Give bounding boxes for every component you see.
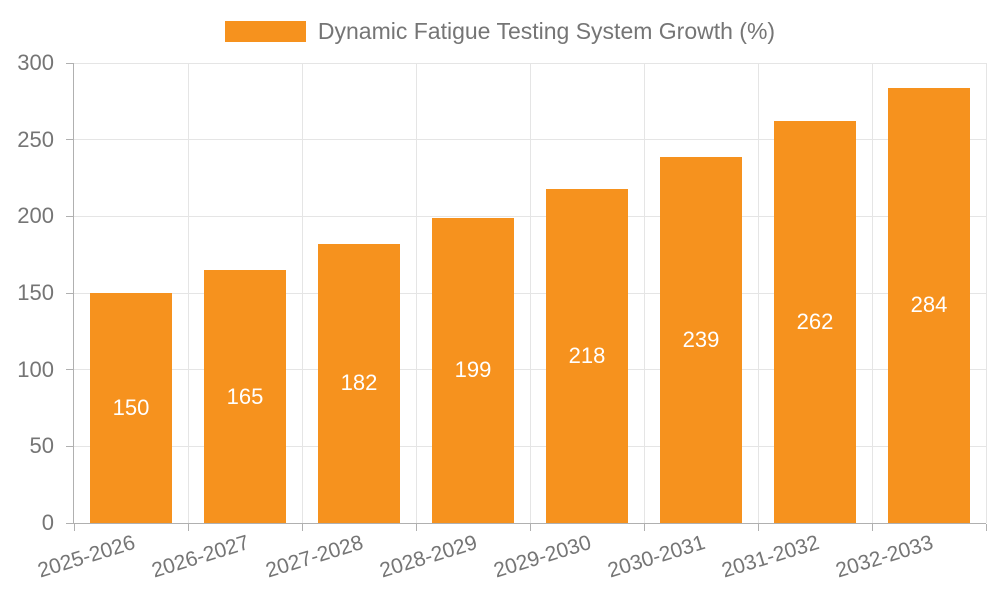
y-tick-label: 0: [41, 510, 54, 535]
bar-value-label: 239: [682, 326, 720, 352]
x-tick-label: 2030-2031: [604, 531, 708, 583]
x-tick-label: 2031-2032: [718, 531, 822, 583]
gridline-vertical: [415, 63, 417, 523]
bar-value-label: 182: [340, 370, 378, 396]
plot-area: 0 50 100 150 200 250 300 150 165 182 199 218 239 262 2…: [17, 52, 987, 582]
gridline-vertical: [643, 63, 645, 523]
x-axis-tick: [871, 524, 873, 531]
gridline-vertical: [187, 63, 189, 523]
bar-value-label: 218: [568, 342, 606, 368]
y-axis-tick: [66, 445, 73, 447]
bar: 165: [204, 270, 286, 523]
bar: 218: [546, 188, 628, 523]
bar-value-label: 262: [796, 309, 834, 335]
y-axis-tick: [66, 522, 73, 524]
y-axis-tick: [66, 139, 73, 141]
gridline-vertical: [757, 63, 759, 523]
y-axis-tick: [66, 215, 73, 217]
x-tick-label: 2032-2033: [832, 531, 936, 583]
x-tick-label: 2026-2027: [148, 531, 252, 583]
x-axis-tick: [187, 524, 189, 531]
gridline-vertical: [985, 63, 987, 523]
y-tick-label: 50: [29, 433, 54, 459]
y-axis-tick: [66, 62, 73, 64]
chart-legend: Dynamic Fatigue Testing System Growth (%…: [0, 18, 1000, 45]
bar: 199: [432, 217, 514, 523]
bar: 239: [660, 156, 742, 523]
x-tick-label: 2027-2028: [262, 531, 366, 583]
x-tick-label: 2028-2029: [376, 531, 480, 583]
y-tick-label: 100: [17, 356, 54, 382]
gridline-vertical: [301, 63, 303, 523]
y-axis-tick: [66, 369, 73, 371]
bar-value-label: 284: [910, 292, 948, 318]
legend-item-growth[interactable]: Dynamic Fatigue Testing System Growth (%…: [224, 18, 776, 45]
x-tick-label: 2029-2030: [490, 531, 594, 583]
gridline-vertical: [871, 63, 873, 523]
legend-label: Dynamic Fatigue Testing System Growth (%…: [317, 18, 776, 44]
x-axis-tick: [529, 524, 531, 531]
y-tick-label: 200: [17, 203, 54, 229]
legend-swatch: [224, 21, 306, 42]
y-tick-label: 300: [17, 50, 54, 75]
bar: 284: [888, 87, 970, 523]
x-axis-tick: [73, 524, 75, 531]
bar-value-label: 165: [226, 383, 264, 409]
y-tick-label: 250: [17, 126, 54, 152]
x-axis-tick: [757, 524, 759, 531]
bar: 150: [90, 293, 172, 523]
y-tick-label: 150: [17, 280, 54, 305]
x-axis-tick: [415, 524, 417, 531]
bar-value-label: 199: [454, 357, 492, 383]
x-axis-tick: [985, 524, 987, 531]
bar: 182: [318, 243, 400, 523]
bar: 262: [774, 121, 856, 523]
x-tick-label: 2025-2026: [34, 531, 138, 583]
x-axis-tick: [301, 524, 303, 531]
y-axis-tick: [66, 292, 73, 294]
x-axis-tick: [643, 524, 645, 531]
bar-value-label: 150: [112, 395, 150, 420]
gridline-vertical: [529, 63, 531, 523]
